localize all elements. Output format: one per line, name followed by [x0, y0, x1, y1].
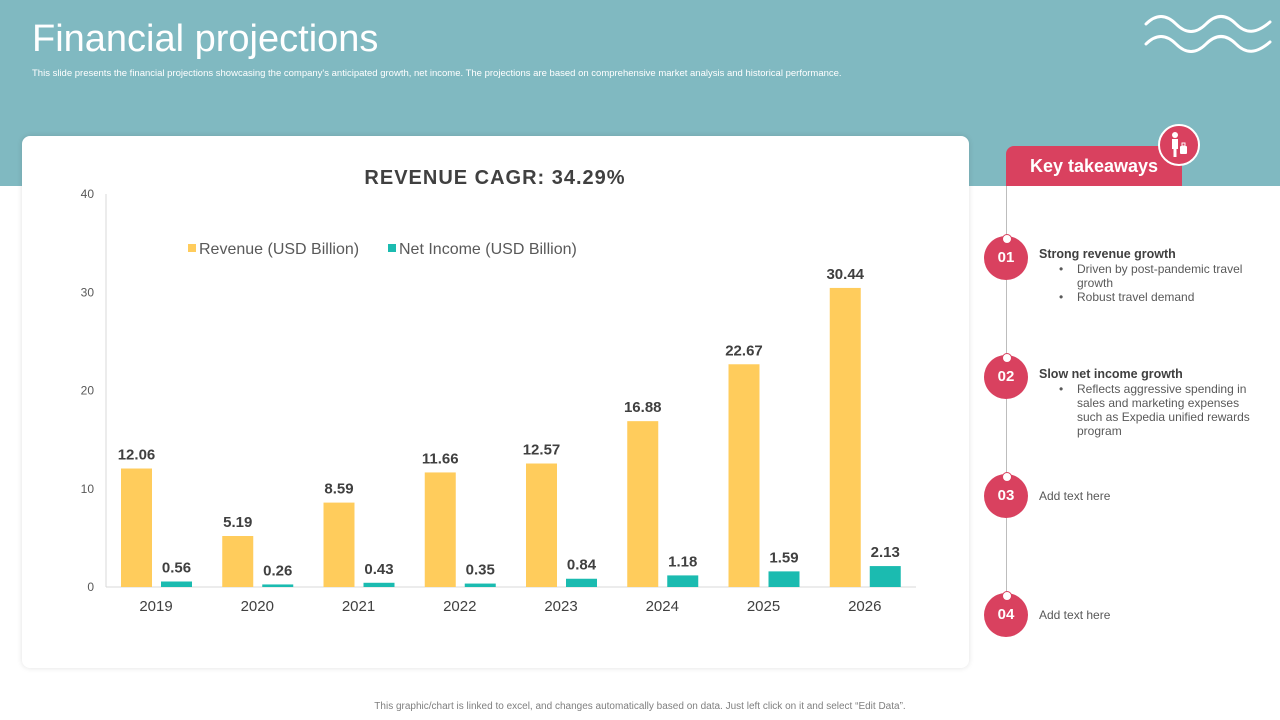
- legend-swatch: [388, 244, 396, 252]
- legend-label: Net Income (USD Billion): [399, 241, 577, 258]
- x-tick-label: 2023: [544, 598, 577, 615]
- data-label: 22.67: [725, 342, 763, 359]
- net-income-bar: [566, 578, 597, 587]
- data-label: 0.84: [567, 557, 597, 574]
- x-tick-label: 2020: [241, 598, 274, 615]
- takeaway-item-3: Add text here: [1039, 489, 1111, 503]
- footer-note: This graphic/chart is linked to excel, a…: [374, 701, 906, 712]
- data-label: 0.26: [263, 562, 292, 579]
- x-tick-label: 2021: [342, 598, 375, 615]
- takeaway-item-4: Add text here: [1039, 608, 1111, 622]
- wave-decoration-icon: [1144, 15, 1272, 53]
- y-tick-label: 20: [81, 384, 95, 398]
- takeaway-heading: Strong revenue growth: [1039, 247, 1176, 261]
- y-tick-label: 30: [81, 285, 95, 299]
- revenue-bar: [323, 502, 355, 587]
- x-tick-label: 2025: [747, 598, 780, 615]
- data-label: 12.06: [118, 447, 156, 464]
- takeaway-item-2: Slow net income growth Reflects aggressi…: [1039, 367, 1259, 438]
- takeaway-item-1: Strong revenue growth Driven by post-pan…: [1039, 247, 1259, 304]
- data-label: 5.19: [223, 514, 252, 531]
- revenue-bar: [627, 421, 659, 587]
- takeaway-heading: Slow net income growth: [1039, 367, 1183, 381]
- takeaway-number-1: 01: [984, 234, 1028, 280]
- page-subtitle: This slide presents the financial projec…: [32, 68, 842, 79]
- revenue-bar: [526, 463, 557, 587]
- legend-swatch: [188, 244, 196, 252]
- data-label: 8.59: [324, 481, 353, 498]
- page-title: Financial projections: [32, 18, 379, 60]
- y-tick-label: 40: [81, 187, 95, 201]
- takeaway-bullet: Reflects aggressive spending in sales an…: [1059, 382, 1259, 438]
- data-label: 30.44: [826, 266, 864, 283]
- revenue-bar: [121, 468, 152, 587]
- data-label: 12.57: [523, 441, 561, 458]
- net-income-bar: [869, 566, 901, 587]
- data-label: 0.35: [466, 562, 495, 579]
- takeaway-bullet: Driven by post-pandemic travel growth: [1059, 262, 1259, 290]
- takeaway-bullet: Robust travel demand: [1059, 290, 1259, 304]
- net-income-bar: [464, 583, 496, 587]
- takeaway-number-3: 03: [984, 472, 1028, 518]
- legend-label: Revenue (USD Billion): [199, 241, 359, 258]
- chart-title: REVENUE CAGR: 34.29%: [364, 167, 625, 189]
- takeaways-header: Key takeaways: [1006, 146, 1182, 186]
- net-income-bar: [363, 582, 395, 587]
- revenue-chart[interactable]: REVENUE CAGR: 34.29% 0 10 20 30 40 Revenue (US…: [22, 136, 969, 668]
- x-tick-label: 2024: [646, 598, 679, 615]
- timeline-line: [1006, 186, 1007, 616]
- takeaway-number-4: 04: [984, 591, 1028, 637]
- data-label: 0.56: [162, 559, 191, 576]
- x-tick-label: 2019: [139, 598, 172, 615]
- net-income-bar: [262, 584, 294, 587]
- data-label: 1.18: [668, 553, 697, 570]
- net-income-bar: [768, 571, 800, 587]
- data-label: 0.43: [364, 561, 393, 578]
- revenue-bar: [424, 472, 456, 587]
- data-label: 1.59: [769, 549, 798, 566]
- chart-card: REVENUE CAGR: 34.29% 0 10 20 30 40 Revenue (US…: [22, 136, 969, 668]
- revenue-bar: [829, 287, 861, 587]
- data-label: 11.66: [422, 450, 459, 467]
- x-tick-label: 2026: [848, 598, 881, 615]
- x-tick-label: 2022: [443, 598, 476, 615]
- traveler-with-luggage-icon: [1158, 124, 1200, 166]
- data-label: 16.88: [624, 399, 662, 416]
- y-tick-label: 10: [81, 482, 95, 496]
- revenue-bar: [222, 536, 254, 587]
- takeaway-number-2: 02: [984, 353, 1028, 399]
- net-income-bar: [667, 575, 699, 587]
- data-label: 2.13: [871, 544, 900, 561]
- y-tick-label: 0: [87, 580, 94, 594]
- revenue-bar: [728, 364, 760, 587]
- net-income-bar: [161, 581, 192, 587]
